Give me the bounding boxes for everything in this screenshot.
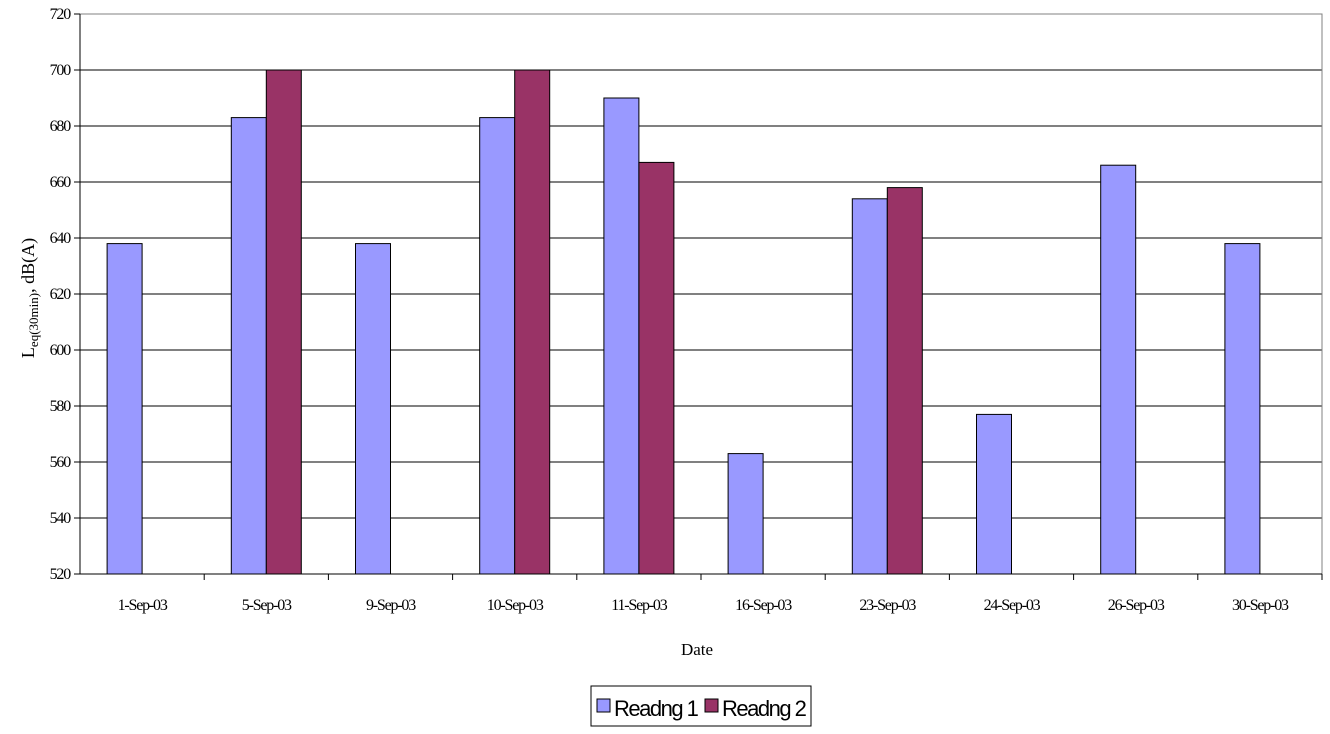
y-axis-title-suffix: , dB(A) — [18, 238, 39, 293]
x-tick-label: 1-Sep-03 — [118, 597, 168, 614]
x-tick-label: 10-Sep-03 — [487, 597, 544, 614]
bar-1 — [106, 243, 143, 575]
legend-swatch-2 — [704, 698, 719, 713]
bar-1 — [851, 198, 888, 575]
bar-1 — [230, 117, 267, 575]
bar-1 — [355, 243, 391, 575]
y-tick-label: 660 — [50, 174, 72, 191]
x-tick-label: 9-Sep-03 — [366, 597, 416, 614]
x-tick-label: 5-Sep-03 — [242, 597, 292, 614]
x-tick-label: 30-Sep-03 — [1232, 597, 1289, 614]
legend-box — [590, 685, 812, 727]
x-tick-label: 16-Sep-03 — [735, 597, 792, 614]
x-axis-title: Date — [681, 640, 713, 659]
y-tick-label: 520 — [50, 566, 72, 583]
x-tick-label: 23-Sep-03 — [859, 597, 916, 614]
y-tick-label: 580 — [50, 398, 72, 415]
legend: Readng 1 Readng 2 — [590, 685, 812, 727]
y-tick-label: 620 — [50, 286, 72, 303]
x-tick-label: 24-Sep-03 — [984, 597, 1041, 614]
x-tick-label: 11-Sep-03 — [611, 597, 667, 614]
x-tick-label: 26-Sep-03 — [1108, 597, 1165, 614]
bar-1 — [603, 97, 640, 575]
y-tick-label: 640 — [50, 230, 72, 247]
bar-1 — [1224, 243, 1261, 575]
bar-1 — [1100, 164, 1137, 575]
y-tick-label: 540 — [50, 510, 72, 527]
bar-1 — [976, 413, 1012, 575]
y-tick-label: 720 — [50, 6, 72, 23]
legend-label-1: Readng 1 — [614, 696, 699, 721]
y-tick-label: 700 — [50, 62, 72, 79]
legend-swatch-1 — [596, 698, 611, 713]
bar-2 — [265, 69, 302, 575]
bar-2 — [514, 69, 551, 575]
bar-1 — [479, 117, 516, 575]
x-tick-labels: 1-Sep-03 5-Sep-03 9-Sep-03 10-Sep-03 11-Sep-… — [118, 597, 1291, 614]
bars — [106, 69, 1261, 575]
y-axis-title-subscript: eq(30min) — [26, 293, 41, 347]
axes — [74, 13, 1323, 580]
y-axis-title: Leq(30min), dB(A) — [18, 238, 41, 358]
bar-2 — [886, 187, 923, 575]
y-tick-labels: 520 540 560 580 600 620 640 660 680 700 720 — [50, 6, 73, 583]
y-axis-title-main: L — [18, 347, 38, 358]
y-tick-label: 560 — [50, 454, 72, 471]
bar-1 — [727, 453, 764, 575]
bar-2 — [638, 161, 675, 575]
y-tick-label: 600 — [50, 342, 72, 359]
y-tick-label: 680 — [50, 118, 72, 135]
legend-label-2: Readng 2 — [722, 696, 807, 721]
